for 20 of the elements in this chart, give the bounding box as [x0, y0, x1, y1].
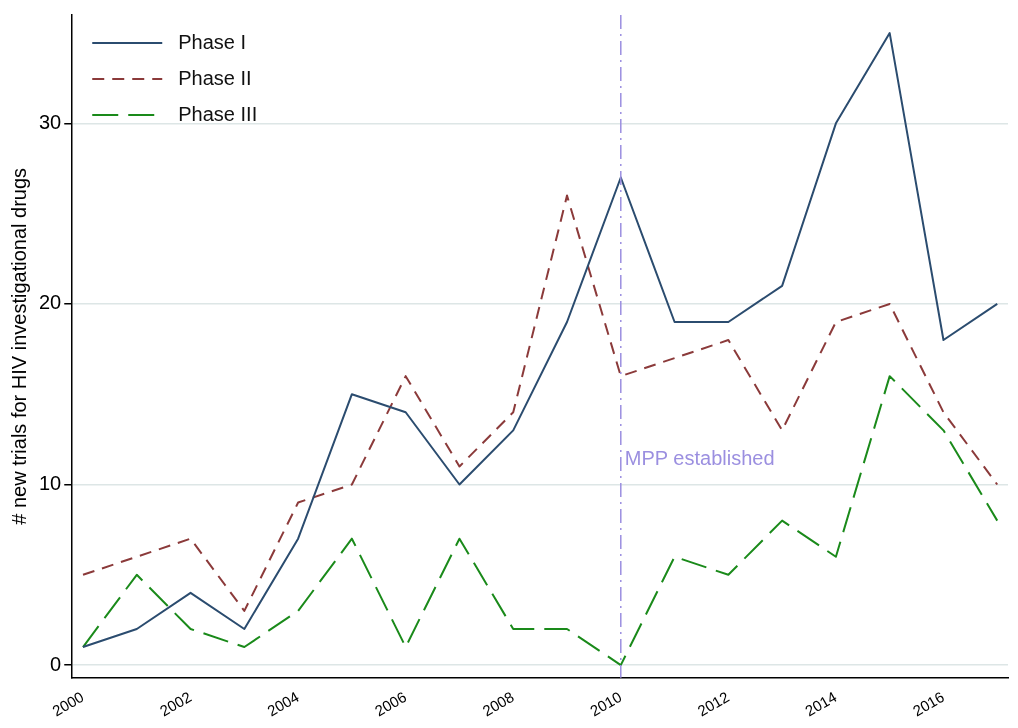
legend-label: Phase I	[178, 30, 247, 53]
x-tick-label: 2002	[156, 687, 195, 720]
line-series	[82, 194, 999, 612]
legend-label: Phase III	[178, 102, 258, 125]
x-tick-label: 2004	[264, 687, 302, 720]
y-tick-label: 0	[50, 652, 62, 675]
legend-label: Phase II	[178, 66, 252, 89]
y-tick-label: 10	[39, 472, 62, 495]
y-axis-title: # new trials for HIV investigational drugs	[7, 167, 30, 525]
x-tick-label: 2000	[49, 687, 87, 720]
x-tick-label: 2008	[479, 687, 517, 720]
ref-line-label: MPP established	[624, 446, 775, 469]
y-tick-label: 30	[39, 110, 62, 133]
x-tick-label: 2006	[371, 687, 410, 720]
x-tick-label: 2016	[909, 687, 948, 720]
y-tick-label: 20	[39, 291, 62, 314]
line-series	[82, 375, 999, 667]
x-tick-label: 2014	[802, 687, 840, 720]
x-tick-label: 2012	[694, 687, 732, 720]
x-tick-label: 2010	[586, 687, 625, 720]
